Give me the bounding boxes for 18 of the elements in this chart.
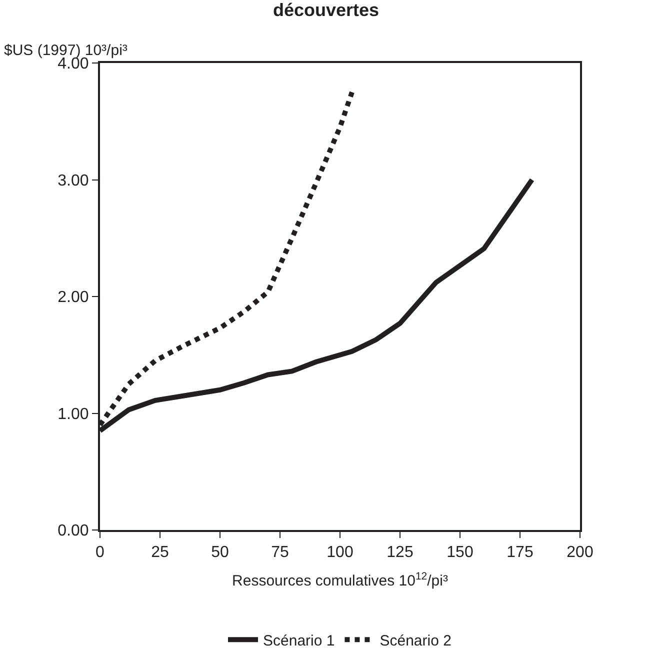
- x-tick-label: 50: [211, 544, 229, 562]
- y-tick-label: 3.00: [58, 172, 89, 190]
- y-tick-label: 4.00: [58, 56, 89, 73]
- x-axis-title: Ressources comulatives 10$^{12}$/pi³: [232, 570, 448, 590]
- x-tick-label: 200: [566, 544, 594, 562]
- x-tick-label: 0: [96, 544, 105, 562]
- y-tick-label: 1.00: [58, 406, 89, 423]
- y-tick-label: 2.00: [58, 289, 89, 306]
- x-tick-label: 75: [271, 544, 289, 562]
- x-tick-label: 125: [386, 544, 414, 562]
- x-tick-label: 100: [326, 544, 354, 562]
- y-tick-label: 0.00: [58, 522, 89, 540]
- x-tick-label: 25: [151, 544, 169, 562]
- legend-label: Scénario 1: [263, 632, 335, 650]
- chart-title: découvertes: [272, 0, 380, 20]
- legend-label: Scénario 2: [380, 632, 452, 650]
- x-tick-label: 175: [506, 544, 534, 562]
- x-tick-label: 150: [446, 544, 474, 562]
